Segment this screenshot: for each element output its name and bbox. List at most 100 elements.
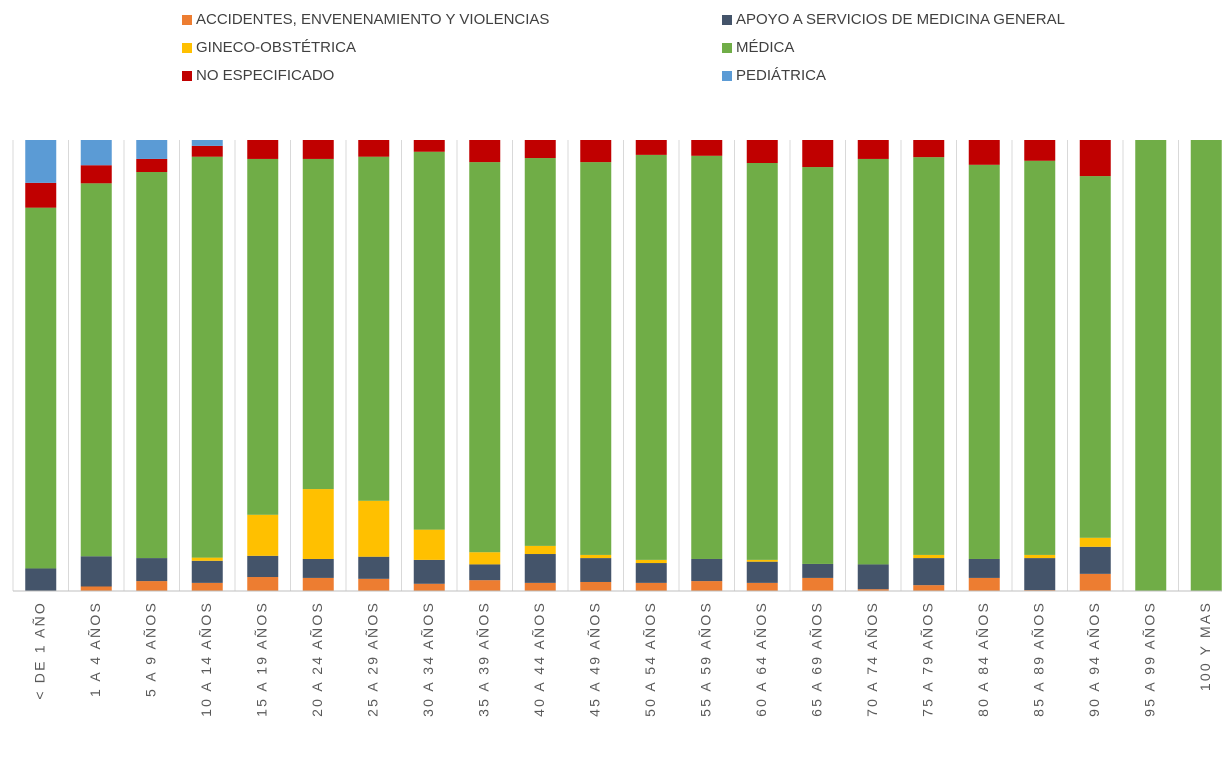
bar-segment [136,581,168,591]
x-tick-label: 15 A 19 AÑOS [253,601,269,717]
bar-segment [1079,140,1111,177]
x-tick-label: 25 A 29 AÑOS [364,601,380,717]
bar-segment [802,577,834,591]
bar-segment [746,561,778,583]
bar-segment [746,163,778,560]
bar-segment [1079,546,1111,574]
x-tick-label: 45 A 49 AÑOS [586,601,602,717]
bar-segment [247,140,279,159]
bar-segment [469,580,501,591]
bar-segment [413,559,445,584]
bar-segment [968,558,1000,578]
x-tick-label: 85 A 89 AÑOS [1030,601,1046,717]
bar-segment [247,555,279,578]
legend-swatch [722,15,732,25]
x-tick-label: 60 A 64 AÑOS [753,601,769,717]
bar-segment [635,140,667,155]
bar-segment [136,558,168,582]
x-tick-label: 95 A 99 AÑOS [1141,601,1157,717]
bar-segment [691,558,723,582]
bar-segment [25,140,57,183]
bar-segment [1190,140,1222,591]
bar-segment [635,559,667,564]
x-tick-label: 55 A 59 AÑOS [697,601,713,717]
bar-segment [524,554,556,583]
x-tick-label: 30 A 34 AÑOS [420,601,436,717]
bar-segment [191,145,223,157]
bar-segment [80,140,112,166]
bar-segment [857,589,889,591]
bar-segment [80,556,112,587]
bar-segment [1024,160,1056,555]
bar-segment [358,578,390,591]
bar-segment [358,140,390,157]
x-tick-label: 35 A 39 AÑOS [475,601,491,717]
x-tick-label: < DE 1 AÑO [31,601,47,700]
x-tick-label: 90 A 94 AÑOS [1086,601,1102,717]
bar-segment [1079,573,1111,591]
bar-segment [302,158,334,490]
bar-segment [1024,140,1056,161]
legend-swatch [182,15,192,25]
bar-segment [247,514,279,556]
bar-segment [580,554,612,559]
bar-segment [191,140,223,146]
x-tick-label: 20 A 24 AÑOS [309,601,325,717]
bar-segment [25,182,57,208]
bar-segment [691,140,723,156]
x-tick-label: 40 A 44 AÑOS [531,601,547,717]
bar-segment [691,581,723,591]
bar-segment [136,172,168,559]
bar-segment [413,583,445,591]
bar-segment [1024,558,1056,591]
bar-segment [913,157,945,555]
bar-segment [1079,537,1111,547]
bar-segment [136,140,168,159]
x-tick-label: 75 A 79 AÑOS [919,601,935,717]
legend-swatch [722,43,732,53]
legend-label: NO ESPECIFICADO [196,67,334,84]
bar-segment [469,162,501,553]
bar-segment [580,558,612,582]
bar-segment [635,563,667,583]
bar-segment [802,167,834,564]
bar-segment [302,577,334,591]
x-tick-label: 65 A 69 AÑOS [808,601,824,717]
x-tick-label: 10 A 14 AÑOS [198,601,214,717]
x-tick-label: 70 A 74 AÑOS [864,601,880,717]
bar-segment [302,140,334,159]
x-tick-label: 100 Y MAS [1197,601,1213,691]
bar-segment [857,564,889,590]
legend-swatch [182,71,192,81]
legend-label: ACCIDENTES, ENVENENAMIENTO Y VIOLENCIAS [196,11,549,28]
bar-segment [968,164,1000,559]
bar-segment [25,568,57,591]
legend-label: APOYO A SERVICIOS DE MEDICINA GENERAL [736,11,1065,28]
bar-segment [25,207,57,569]
bar-segment [136,158,168,173]
bar-segment [358,556,390,579]
x-tick-label: 1 A 4 AÑOS [87,601,103,697]
bar-segment [968,140,1000,165]
bar-segment [469,140,501,163]
bar-segment [247,577,279,591]
bar-segment [80,586,112,591]
bar-segment [802,563,834,578]
bar-segment [580,581,612,591]
bar-segment [913,558,945,586]
bar-segment [635,154,667,560]
bar-segment [968,577,1000,591]
bar-segment [302,489,334,559]
bar-segment [524,545,556,555]
bar-segment [524,140,556,159]
bar-segment [80,165,112,184]
bar-segment [857,158,889,565]
legend-swatch [182,43,192,53]
bar-segment [746,559,778,562]
bar-segment [1024,554,1056,559]
bar-segment [524,582,556,591]
bar-segment [746,582,778,591]
bar-segment [413,140,445,152]
bar-segment [1079,176,1111,538]
